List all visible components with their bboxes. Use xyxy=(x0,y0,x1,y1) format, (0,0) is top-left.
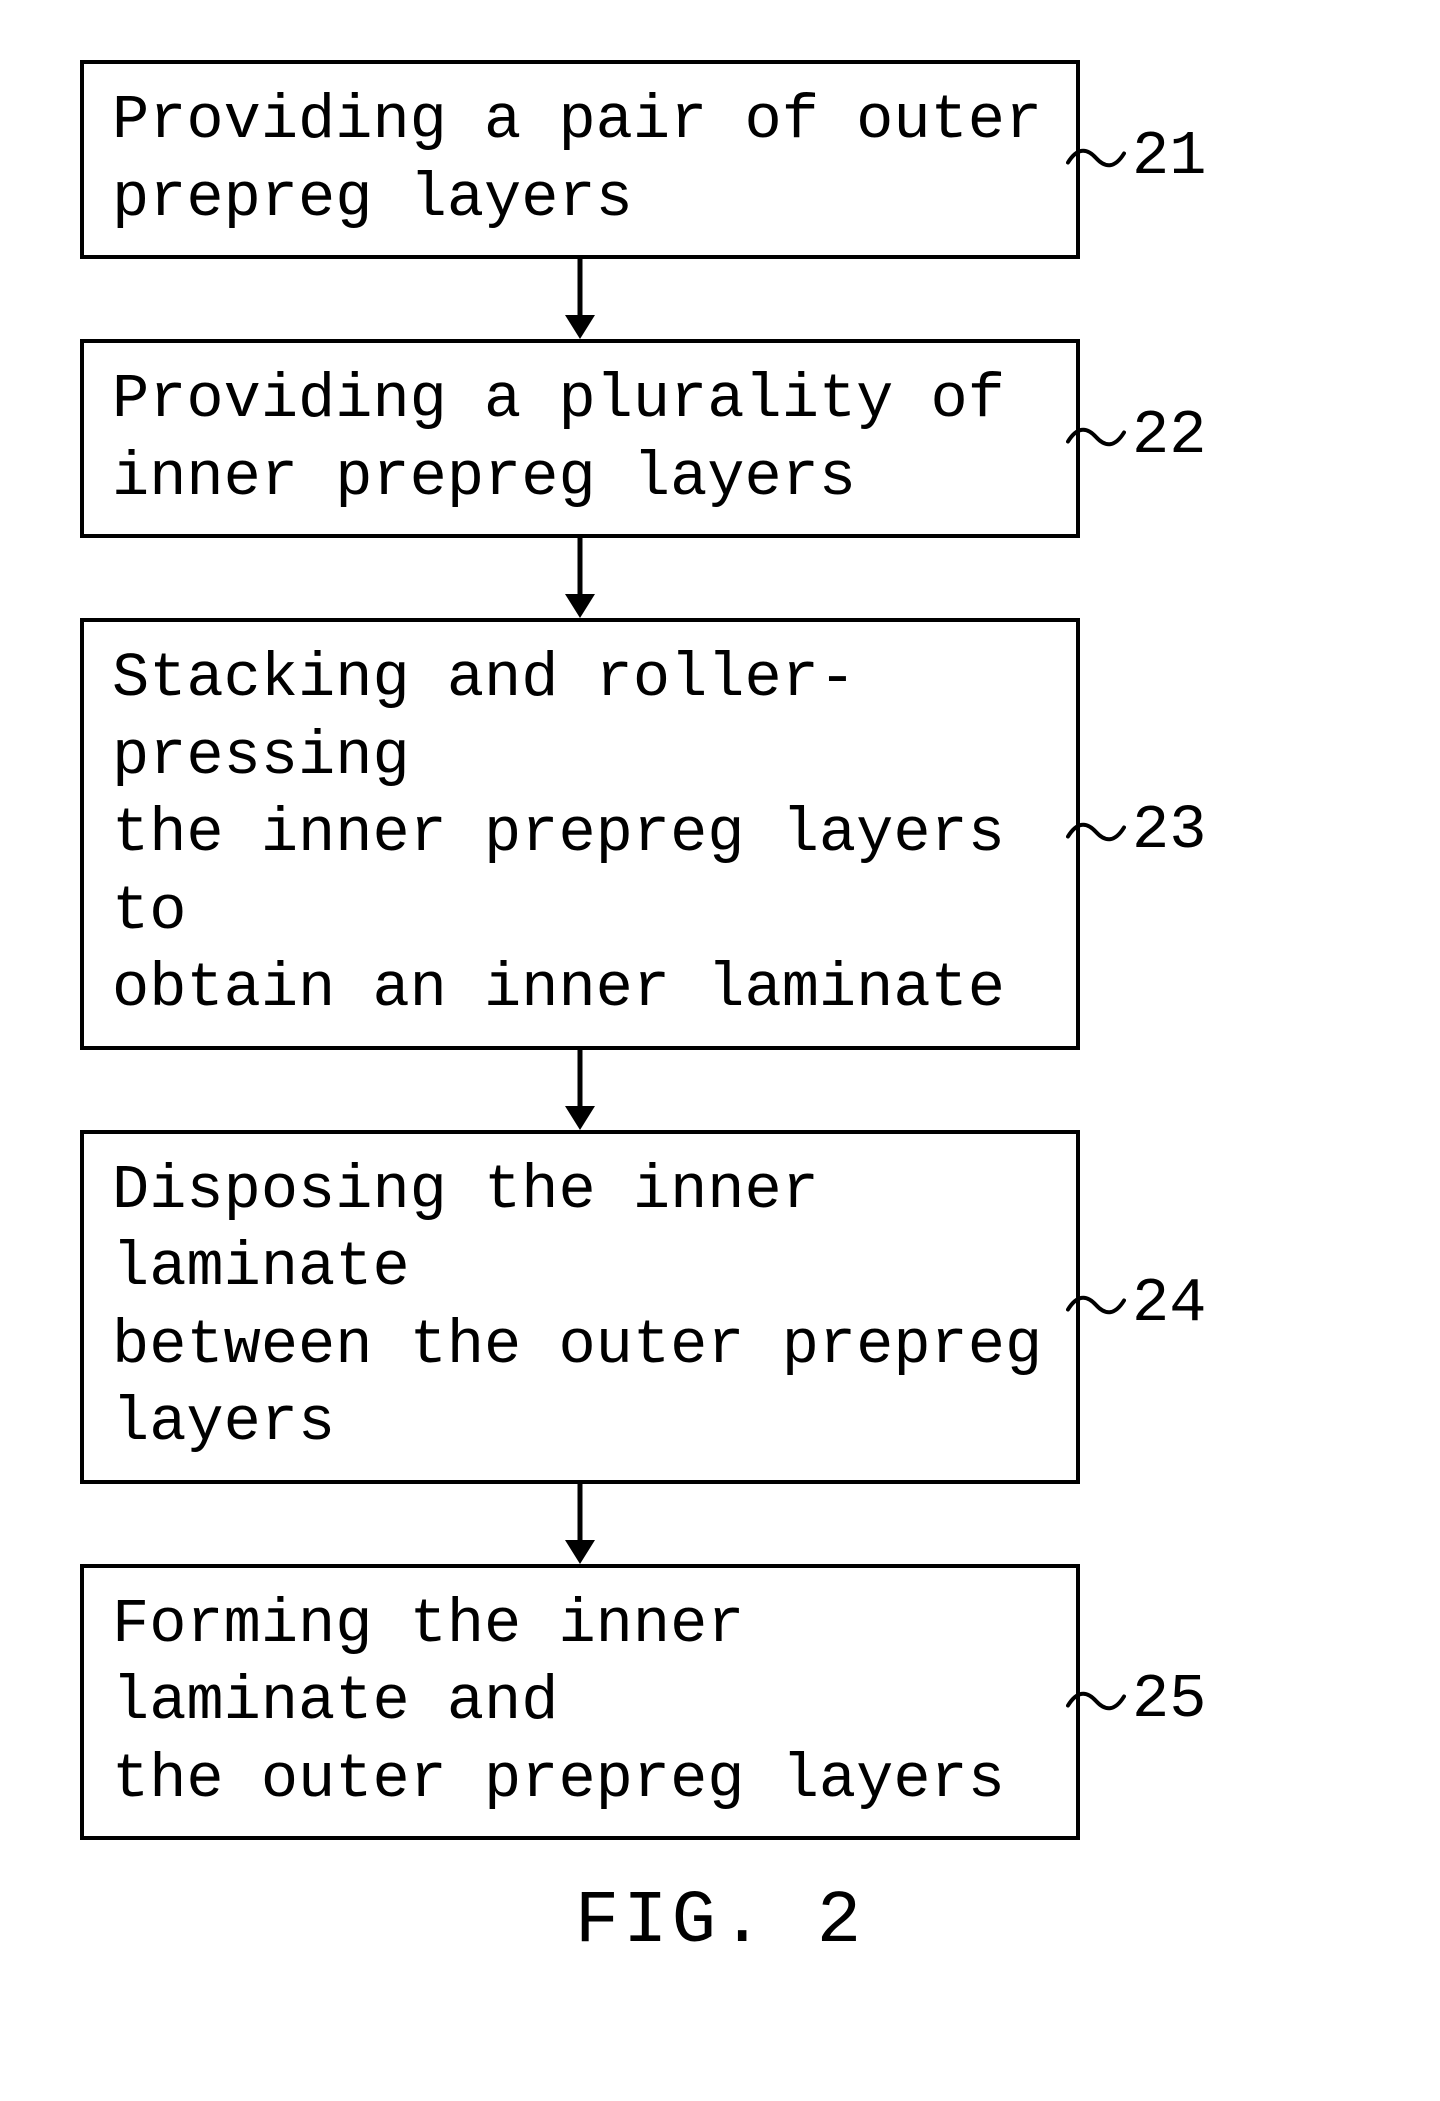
flow-arrow xyxy=(80,1050,1080,1130)
flow-step-box: Providing a pair of outer prepreg layers xyxy=(80,60,1080,259)
flow-step-label: 25 xyxy=(1066,1664,1206,1735)
figure-caption: FIG. 2 xyxy=(0,1880,1440,1964)
flow-step-box: Providing a plurality of inner prepreg l… xyxy=(80,339,1080,538)
flow-step-box: Disposing the inner laminate between the… xyxy=(80,1130,1080,1484)
flowchart-container: Providing a pair of outer prepreg layers… xyxy=(80,60,1260,1840)
flow-step-label: 21 xyxy=(1066,121,1206,192)
tilde-connector-icon xyxy=(1066,121,1126,192)
flow-step-label: 23 xyxy=(1066,795,1206,866)
flow-step-number: 23 xyxy=(1132,795,1206,866)
tilde-connector-icon xyxy=(1066,1268,1126,1339)
tilde-connector-icon xyxy=(1066,795,1126,866)
flow-step-text: Providing a pair of outer prepreg layers xyxy=(112,85,1042,234)
flow-step-text: Forming the inner laminate and the outer… xyxy=(112,1589,1005,1815)
flow-step-text: Providing a plurality of inner prepreg l… xyxy=(112,364,1005,513)
flow-arrow xyxy=(80,538,1080,618)
flow-step-box: Stacking and roller-pressing the inner p… xyxy=(80,618,1080,1050)
flow-step-number: 24 xyxy=(1132,1268,1206,1339)
flow-step-number: 25 xyxy=(1132,1664,1206,1735)
tilde-connector-icon xyxy=(1066,1664,1126,1735)
flow-step-text: Stacking and roller-pressing the inner p… xyxy=(112,643,1005,1024)
flow-arrow xyxy=(80,1484,1080,1564)
flow-step-number: 21 xyxy=(1132,121,1206,192)
flow-step-label: 22 xyxy=(1066,400,1206,471)
tilde-connector-icon xyxy=(1066,400,1126,471)
flow-arrow xyxy=(80,259,1080,339)
flow-step-label: 24 xyxy=(1066,1268,1206,1339)
flow-step-number: 22 xyxy=(1132,400,1206,471)
flow-step-text: Disposing the inner laminate between the… xyxy=(112,1155,1042,1459)
flow-step-box: Forming the inner laminate and the outer… xyxy=(80,1564,1080,1841)
